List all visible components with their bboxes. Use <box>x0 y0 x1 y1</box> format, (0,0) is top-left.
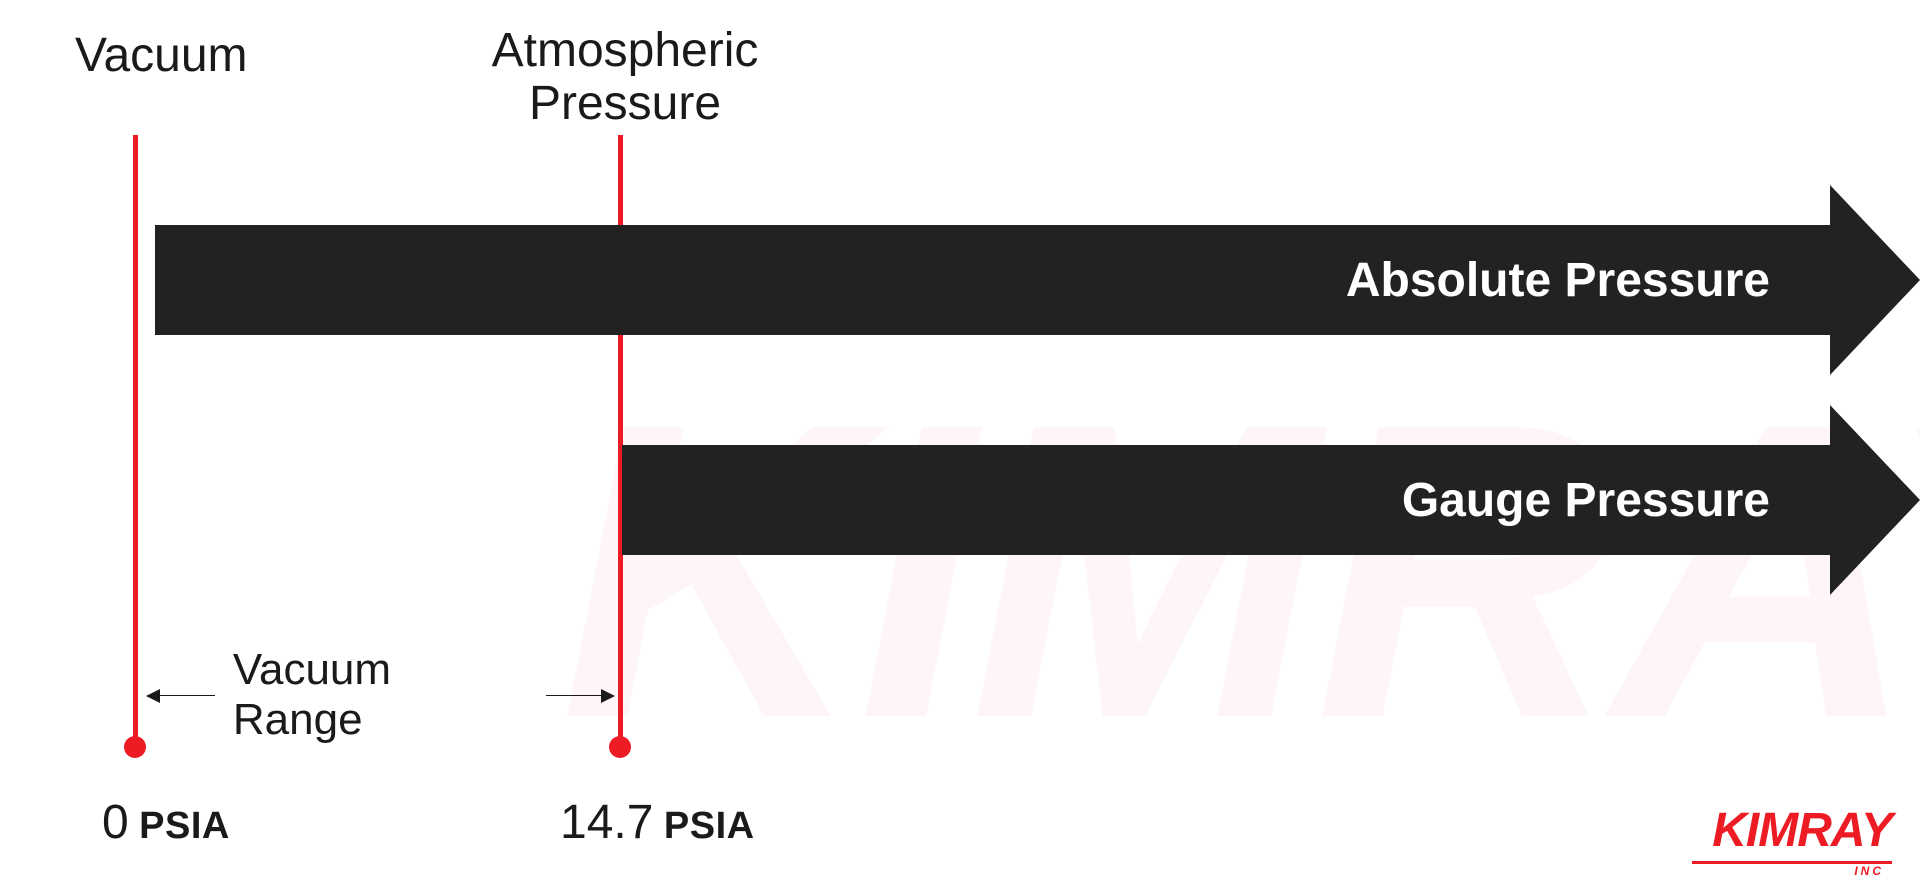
psia-147-unit: PSIA <box>664 805 755 847</box>
pressure-diagram: KIMRAY Vacuum Atmospheric Pressure Absol… <box>0 0 1920 890</box>
vacuum-range-indicator: Vacuum Range <box>148 645 613 745</box>
vacuum-label-text: Vacuum <box>75 29 248 82</box>
vacuum-vertical-line <box>133 135 138 745</box>
range-arrow-right <box>546 695 613 696</box>
psia-0-unit: PSIA <box>139 805 230 847</box>
psia-147-num: 14.7 <box>560 796 653 849</box>
psia-147-label: 14.7 PSIA <box>560 795 755 850</box>
watermark-text: KIMRAY <box>560 330 1920 813</box>
absolute-pressure-arrowhead <box>1830 185 1920 375</box>
absolute-pressure-bar: Absolute Pressure <box>155 225 1830 335</box>
psia-0-label: 0 PSIA <box>102 795 230 850</box>
kimray-logo: KIMRAY <box>1712 803 1892 858</box>
atmospheric-line1: Atmospheric <box>492 24 759 77</box>
gauge-pressure-bar: Gauge Pressure <box>622 445 1830 555</box>
range-arrow-left <box>148 695 215 696</box>
gauge-pressure-text: Gauge Pressure <box>1402 473 1830 528</box>
vacuum-dot <box>124 736 146 758</box>
gauge-pressure-arrowhead <box>1830 405 1920 595</box>
atmospheric-label: Atmospheric Pressure <box>475 25 775 131</box>
vacuum-label: Vacuum <box>75 30 248 83</box>
kimray-logo-inc: INC <box>1854 864 1884 878</box>
vacuum-range-text: Vacuum Range <box>233 645 528 745</box>
atmospheric-line2: Pressure <box>529 77 721 130</box>
absolute-pressure-text: Absolute Pressure <box>1346 253 1830 308</box>
psia-0-num: 0 <box>102 796 129 849</box>
